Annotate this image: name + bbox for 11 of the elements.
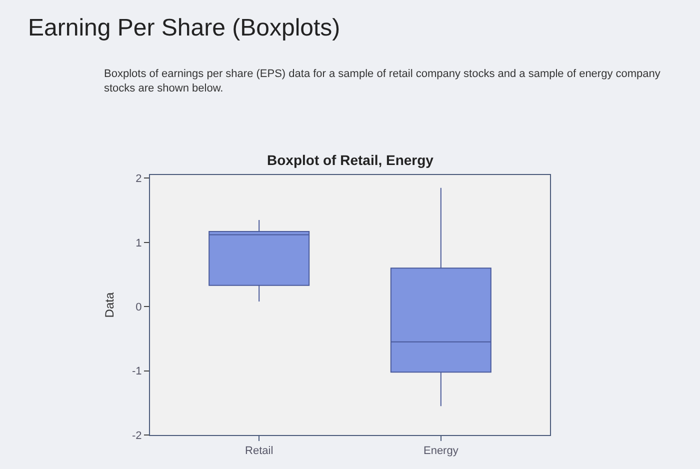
y-tick-label: 2 <box>136 173 142 186</box>
text: Boxplot of Retail, Energy <box>267 152 434 168</box>
chart-title: Earning Per Share (Boxplots) <box>28 14 340 42</box>
y-tick-label: 1 <box>136 237 142 250</box>
x-tick-label: Energy <box>423 445 459 458</box>
x-tick-label: Retail <box>245 445 274 458</box>
y-tick-label: -1 <box>132 366 142 378</box>
y-tick-label: -2 <box>132 430 142 442</box>
chart-subtitle: Boxplots of earnings per share (EPS) data for a sample of retail company stocks and a sample of energy company stocks are shown below. <box>104 68 661 94</box>
y-tick-label: 0 <box>136 301 142 314</box>
y-axis-title: Data <box>102 292 116 318</box>
